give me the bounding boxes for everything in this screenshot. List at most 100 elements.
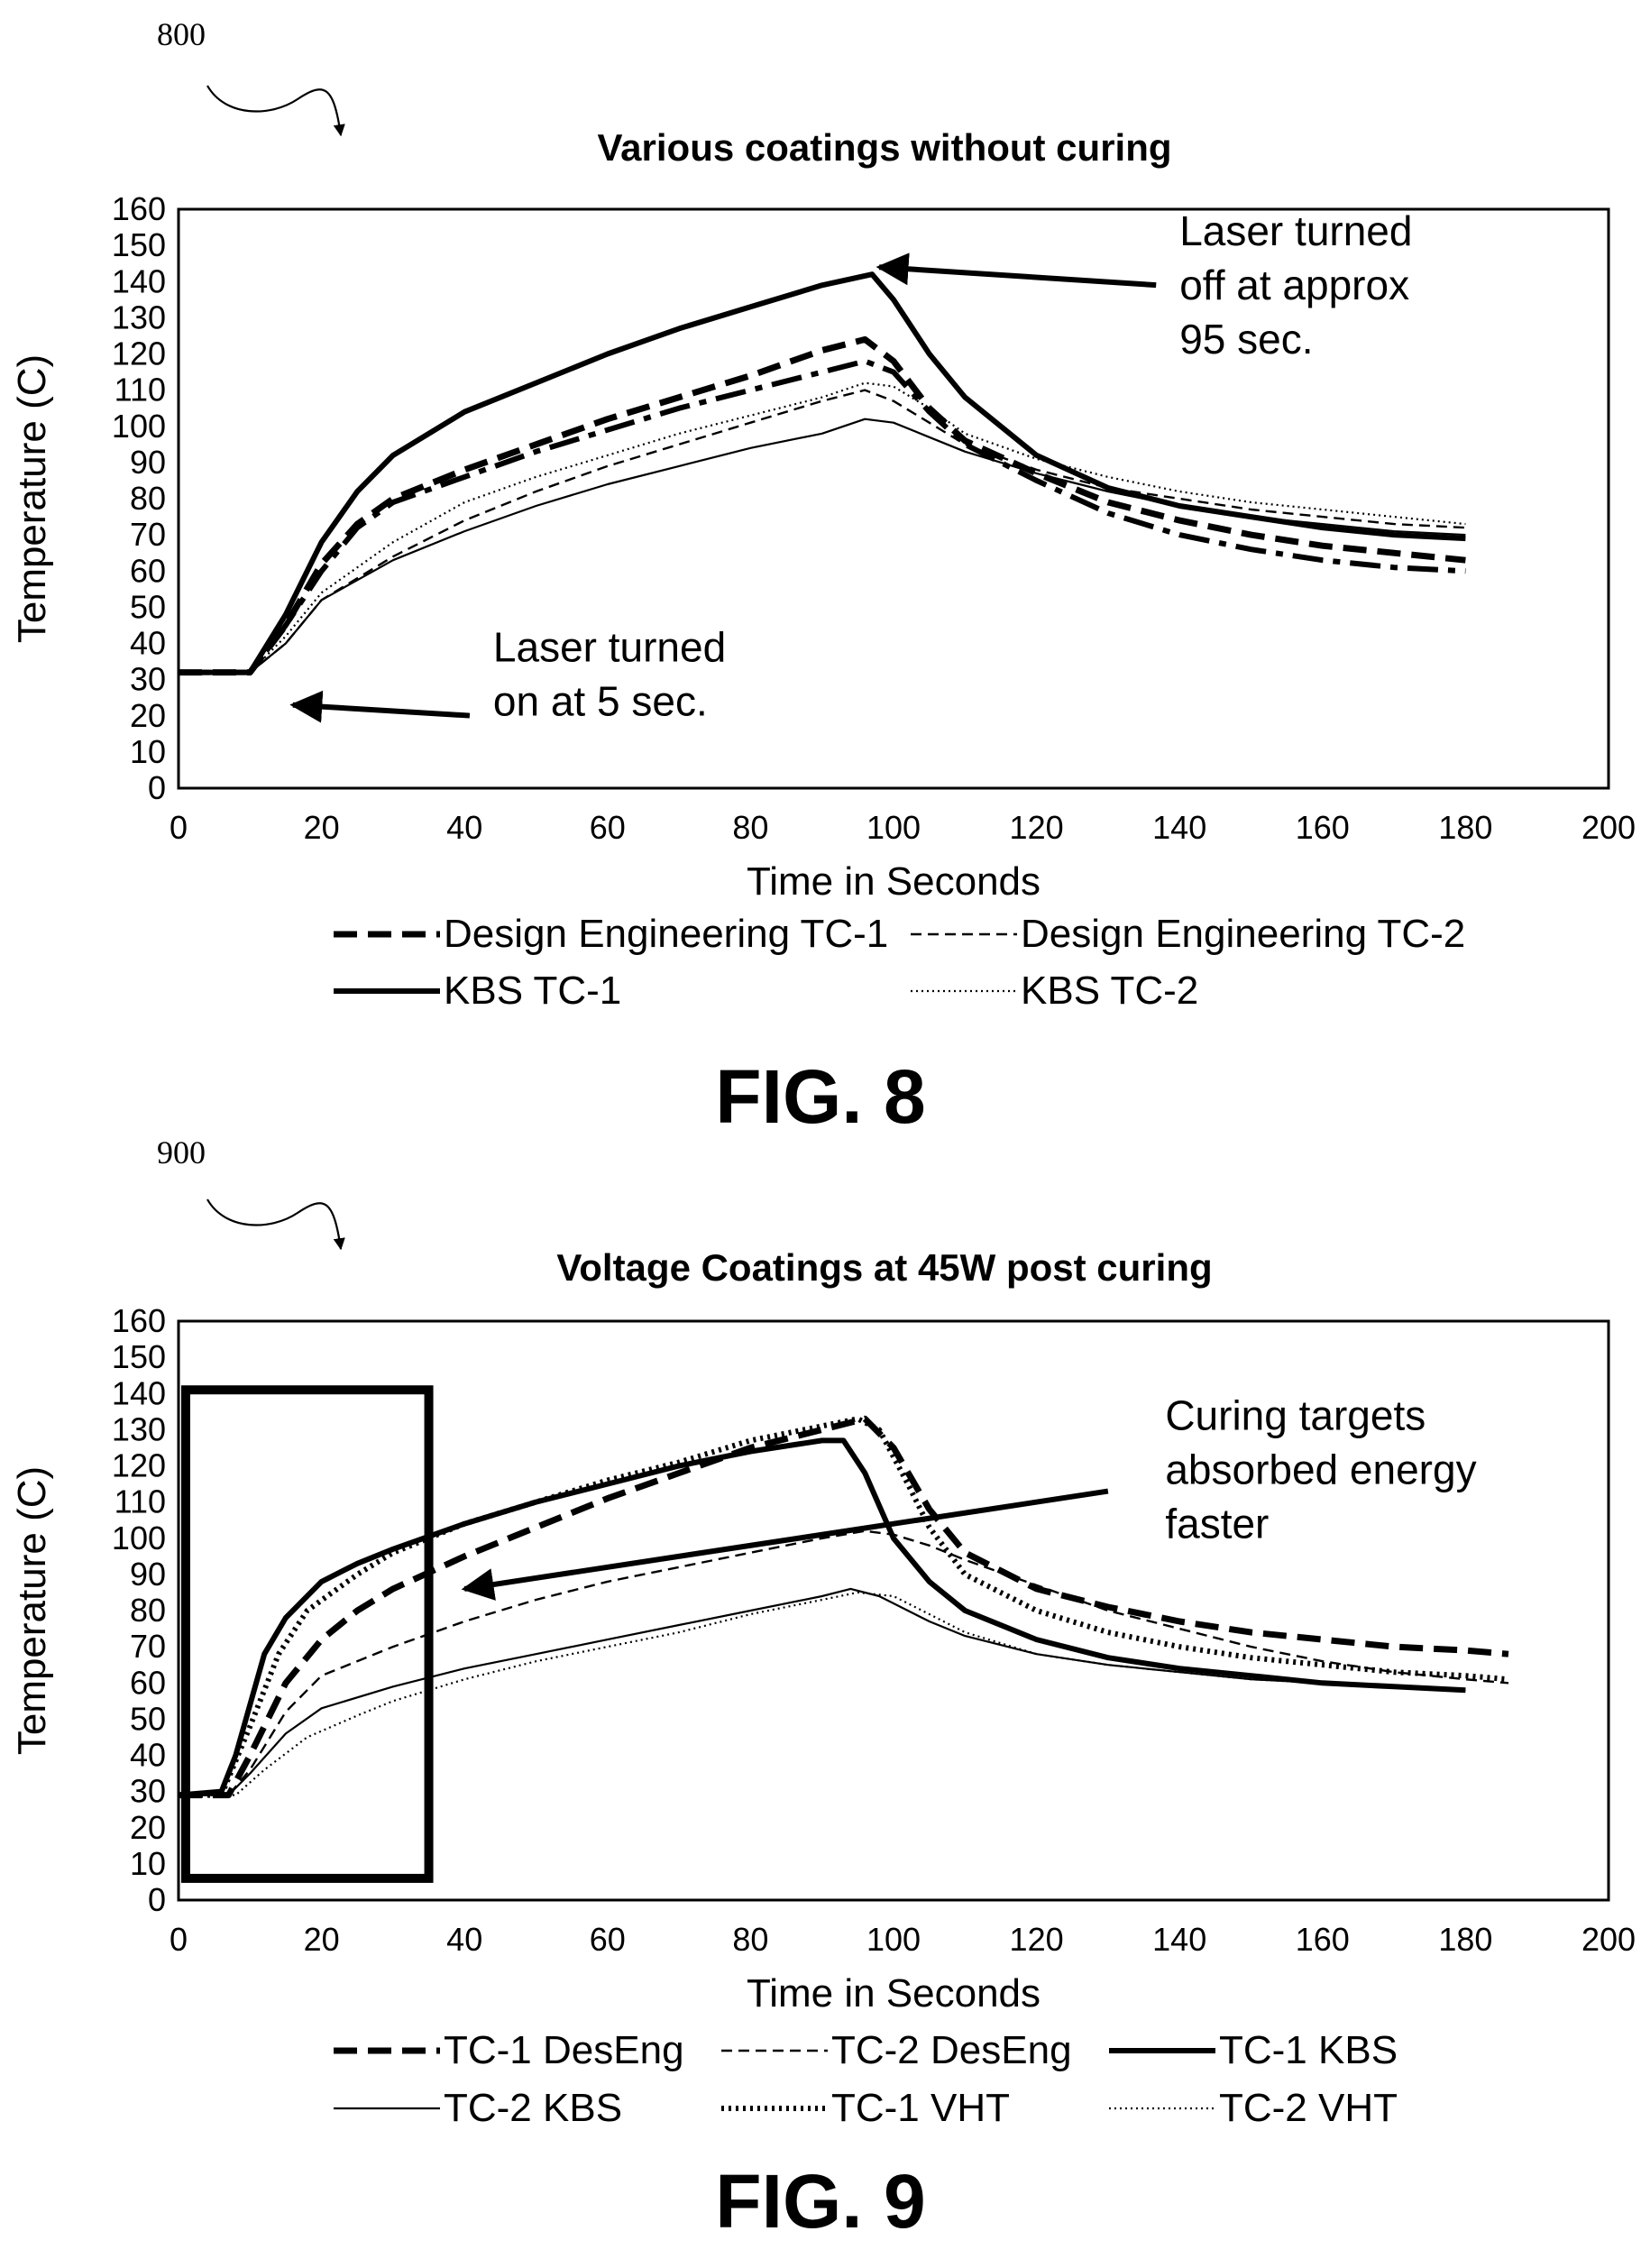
x-tick-label: 200 (1581, 809, 1636, 846)
series-line-unlabeled-6 (179, 418, 1466, 674)
series-line-design-engineering-tc-1 (179, 335, 1466, 676)
series-line-tc-1-kbs (178, 1437, 1466, 1798)
legend-label: Design Engineering TC-1 (444, 912, 888, 956)
legend-label: TC-2 DesEng (831, 2028, 1072, 2072)
series-line-design-engineering-tc-2 (179, 389, 1466, 674)
y-tick-label: 50 (130, 588, 166, 625)
legend-label: TC-2 KBS (444, 2086, 622, 2130)
x-tick-label: 200 (1581, 1921, 1636, 1958)
y-tick-label: 70 (130, 1628, 166, 1665)
annotation-laser-on: on at 5 sec. (493, 678, 708, 725)
y-tick-label: 30 (130, 661, 166, 698)
x-tick-label: 120 (1010, 809, 1064, 846)
series-line-tc-2-vht (179, 1591, 1466, 1796)
y-tick-label: 120 (112, 1447, 166, 1484)
y-tick-label: 130 (112, 1410, 166, 1447)
y-tick-label: 10 (130, 1845, 166, 1882)
x-tick-label: 40 (446, 1921, 482, 1958)
y-tick-label: 0 (148, 1881, 166, 1918)
x-tick-label: 140 (1152, 1921, 1206, 1958)
legend-label: TC-1 DesEng (444, 2028, 684, 2072)
figure-label: FIG. 9 (715, 2159, 925, 2244)
y-tick-label: 30 (130, 1773, 166, 1810)
y-tick-label: 20 (130, 697, 166, 734)
legend-label: Design Engineering TC-2 (1021, 912, 1465, 956)
x-tick-label: 140 (1152, 809, 1206, 846)
series-line-tc-2-kbs (179, 1587, 1466, 1796)
x-tick-label: 120 (1010, 1921, 1064, 1958)
annotation-arrow-curing (461, 1488, 1109, 1601)
annotation-curing: absorbed energy (1165, 1446, 1476, 1492)
x-tick-label: 0 (170, 809, 188, 846)
legend-label: TC-2 VHT (1219, 2086, 1398, 2130)
y-tick-label: 100 (112, 408, 166, 445)
legend-label: TC-1 KBS (1219, 2028, 1398, 2072)
y-tick-label: 160 (112, 190, 166, 227)
plot-area-frame (177, 1319, 1610, 1902)
chart-title: Voltage Coatings at 45W post curing (556, 1246, 1212, 1289)
y-tick-label: 90 (130, 1556, 166, 1593)
reference-lead-line (206, 1198, 345, 1251)
x-axis-label: Time in Seconds (747, 1971, 1041, 2015)
reference-numeral: 800 (157, 16, 206, 52)
legend-label: KBS TC-1 (444, 969, 621, 1013)
reference-lead-line (206, 85, 345, 137)
series-line-tc-1-deseng (179, 1415, 1509, 1799)
x-tick-label: 80 (732, 1921, 768, 1958)
y-tick-label: 10 (130, 733, 166, 770)
x-tick-label: 100 (866, 809, 921, 846)
x-axis-label: Time in Seconds (747, 859, 1041, 904)
y-tick-label: 140 (112, 1374, 166, 1411)
series-line-unlabeled-5 (179, 358, 1466, 675)
x-tick-label: 100 (866, 1921, 921, 1958)
y-tick-label: 140 (112, 262, 166, 299)
y-tick-label: 130 (112, 298, 166, 335)
annotation-arrow-laser-on (289, 690, 471, 723)
x-tick-label: 60 (590, 1921, 626, 1958)
y-tick-label: 20 (130, 1809, 166, 1846)
y-tick-label: 160 (112, 1302, 166, 1339)
x-tick-label: 160 (1296, 809, 1350, 846)
y-tick-label: 50 (130, 1700, 166, 1737)
x-tick-label: 40 (446, 809, 482, 846)
y-tick-label: 80 (130, 1592, 166, 1629)
y-tick-label: 40 (130, 625, 166, 662)
y-axis-label: Temperature (C) (10, 1466, 54, 1755)
annotation-laser-off: Laser turned (1179, 207, 1412, 254)
chart-title: Various coatings without curing (597, 126, 1171, 169)
highlight-box (180, 1385, 434, 1883)
plot-area-frame (177, 207, 1610, 790)
y-tick-label: 80 (130, 480, 166, 517)
y-tick-label: 120 (112, 335, 166, 372)
y-tick-label: 150 (112, 1338, 166, 1375)
figure-label: FIG. 8 (715, 1054, 925, 1139)
y-tick-label: 40 (130, 1737, 166, 1774)
x-tick-label: 20 (304, 1921, 340, 1958)
y-tick-label: 150 (112, 226, 166, 263)
y-tick-label: 110 (115, 372, 166, 409)
annotation-laser-off: 95 sec. (1179, 316, 1313, 363)
y-tick-label: 100 (112, 1520, 166, 1556)
series-line-tc-2-deseng (179, 1529, 1509, 1796)
annotation-laser-off: off at approx (1179, 262, 1409, 308)
annotation-arrow-laser-off (876, 253, 1157, 289)
y-tick-label: 60 (130, 1664, 166, 1701)
series-line-tc-1-vht (179, 1416, 1509, 1798)
annotation-curing: Curing targets (1165, 1391, 1426, 1438)
y-tick-label: 60 (130, 552, 166, 589)
y-tick-label: 0 (148, 769, 166, 806)
x-tick-label: 180 (1438, 1921, 1492, 1958)
x-tick-label: 180 (1438, 809, 1492, 846)
annotation-laser-on: Laser turned (493, 624, 726, 671)
y-tick-label: 90 (130, 444, 166, 481)
y-tick-label: 110 (115, 1483, 166, 1520)
x-tick-label: 160 (1296, 1921, 1350, 1958)
y-tick-label: 70 (130, 516, 166, 553)
x-tick-label: 0 (170, 1921, 188, 1958)
reference-numeral: 900 (157, 1134, 206, 1171)
y-axis-label: Temperature (C) (10, 354, 54, 643)
legend-label: TC-1 VHT (831, 2086, 1010, 2130)
